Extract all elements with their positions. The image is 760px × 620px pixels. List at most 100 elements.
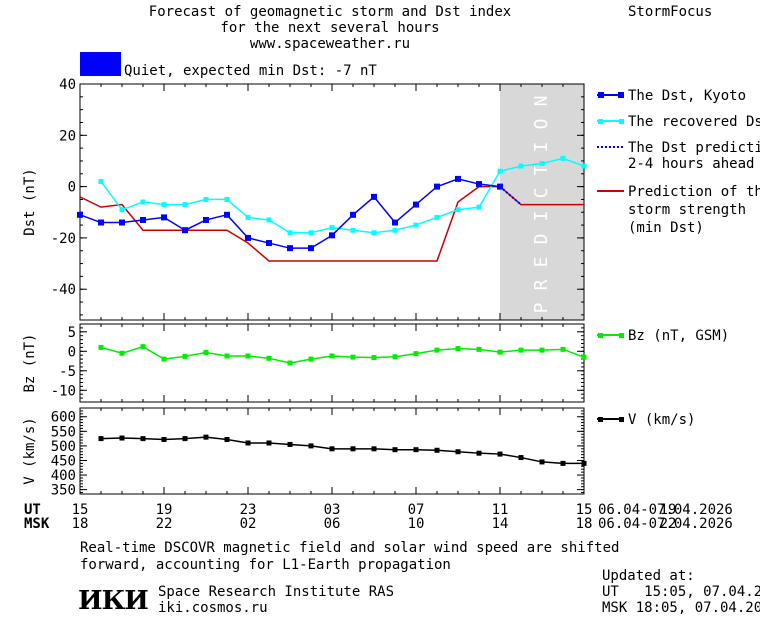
v-point [350,446,356,452]
recovered-dst-point [476,204,482,210]
bz-point [371,355,377,361]
institute-site[interactable]: iki.cosmos.ru [158,600,268,616]
bz-point [329,353,335,359]
y-tick-label: 500 [51,439,76,455]
y-tick-label: 550 [51,424,76,440]
bz-point [518,347,524,353]
bz-point [287,360,293,366]
bz-point [560,346,566,352]
v-point [98,436,104,442]
msk-tick-label: 10 [407,516,425,532]
v-point [308,443,314,449]
bz-point [497,349,503,355]
bz-point [476,346,482,352]
prediction-letter: O [531,119,552,130]
msk-tick-label: 02 [239,516,257,532]
dst-kyoto-point [308,245,314,252]
recovered-dst-point [161,202,167,208]
bz-point [455,346,461,352]
dst-kyoto-point [266,240,272,247]
bz-line [100,345,585,364]
msk-tick-label: 22 [155,516,173,532]
dst-prediction-line [499,185,522,206]
v-line [100,436,584,465]
y-axis-label: Dst (nT) [22,168,38,235]
v-point [203,434,209,440]
recovered-dst-point [140,199,146,205]
msk-tick-label: 18 [575,516,593,532]
dst-kyoto-point [455,175,461,182]
status-text: Quiet, expected min Dst: -7 nT [124,63,377,79]
prediction-letter: D [531,234,552,245]
y-tick-label: 350 [51,483,76,499]
msk-date-range: 06.04-07.04.2026 [598,516,733,532]
ut-date-range: 06.04-07.04.2026 [598,502,733,518]
dst-kyoto-point [140,216,146,223]
y-tick-label: 450 [51,453,76,469]
prediction-letter: N [531,96,552,107]
recovered-dst-point [455,207,461,213]
y-tick-label: -20 [51,231,76,247]
bz-point [581,354,587,360]
dst-kyoto-point [245,234,251,241]
updated-msk: MSK 18:05, 07.04.2026 [602,600,760,616]
recovered-dst-point [497,168,503,174]
prediction-letter: C [531,188,552,199]
recovered-dst-point [308,230,314,236]
dst-kyoto-point [161,214,167,221]
bz-point [539,347,545,353]
msk-axis-label: MSK [24,516,50,532]
bz-point [161,356,167,362]
legend-storm-3: (min Dst) [628,220,704,236]
legend-dst-prediction-1: The Dst prediction [628,140,760,156]
dst-kyoto-point [392,219,398,226]
recovered-dst-point [350,227,356,233]
recovered-dst-point [581,163,587,169]
dst-kyoto-point [98,219,104,226]
y-tick-label: 5 [68,325,76,341]
v-point [413,447,419,453]
bz-point [224,353,230,359]
recovered-dst-point [98,178,104,184]
recovered-dst-point [518,163,524,169]
bz-point [119,350,125,356]
prediction-letter: E [531,257,552,268]
v-point [371,446,377,452]
status-color-box [80,52,121,76]
recovered-dst-point [560,155,566,161]
updated-ut: UT 15:05, 07.04.2026 [602,584,760,600]
v-point [560,460,566,466]
bz-point [308,356,314,362]
recovered-dst-point [245,214,251,220]
ut-tick-label: 23 [239,502,257,518]
bz-point [98,344,104,350]
prediction-letter: I [531,142,552,153]
recovered-dst-point [329,225,335,231]
dst-kyoto-point [350,211,356,218]
bz-point [350,354,356,360]
dst-kyoto-point [77,211,83,218]
footer-note-line1: Real-time DSCOVR magnetic field and sola… [80,540,620,556]
dst-kyoto-point [287,245,293,252]
dst-kyoto-point [224,211,230,218]
v-point [581,460,587,466]
recovered-dst-point [266,217,272,223]
legend-dst-kyoto: The Dst, Kyoto [628,88,747,104]
site-url[interactable]: www.spaceweather.ru [249,36,411,52]
updated-label: Updated at: [602,568,695,584]
ut-tick-label: 07 [407,502,425,518]
iki-logo: ИКИ [78,586,149,616]
ut-tick-label: 03 [323,502,341,518]
ut-tick-label: 19 [155,502,173,518]
msk-tick-label: 14 [491,516,509,532]
recovered-dst-point [182,202,188,208]
dst-kyoto-point [413,201,419,208]
legend-v: V (km/s) [628,412,696,428]
y-tick-label: 0 [68,344,76,360]
dst-kyoto-point [329,232,335,239]
prediction-zone [500,84,584,320]
y-tick-label: -5 [59,364,76,380]
y-tick-label: -10 [51,383,76,399]
y-tick-label: -40 [51,282,76,298]
recovered-dst-point [371,230,377,236]
